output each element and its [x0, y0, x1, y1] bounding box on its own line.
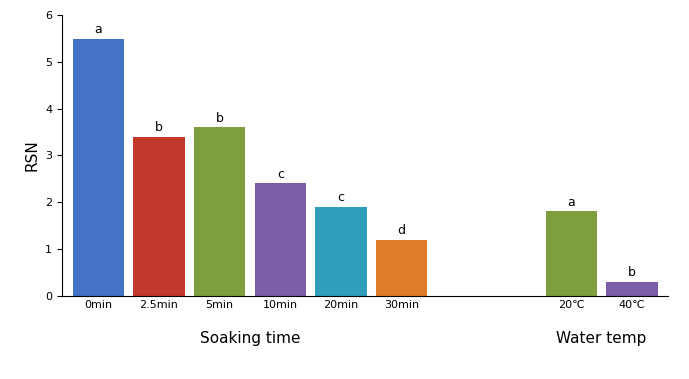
Text: a: a: [568, 196, 575, 209]
Text: b: b: [628, 266, 636, 279]
Text: c: c: [277, 168, 284, 181]
Text: c: c: [338, 191, 344, 204]
Bar: [133, 137, 185, 296]
Bar: [254, 183, 306, 296]
Bar: [72, 39, 124, 296]
Text: b: b: [155, 121, 163, 134]
Bar: [315, 207, 367, 296]
Text: d: d: [398, 224, 406, 237]
Bar: [606, 282, 658, 296]
Bar: [546, 211, 597, 296]
Text: Soaking time: Soaking time: [200, 330, 300, 346]
Bar: [194, 127, 245, 296]
Y-axis label: RSN: RSN: [25, 139, 39, 171]
Text: a: a: [94, 23, 102, 36]
Text: b: b: [216, 111, 224, 125]
Text: Water temp: Water temp: [557, 330, 647, 346]
Bar: [376, 240, 427, 296]
